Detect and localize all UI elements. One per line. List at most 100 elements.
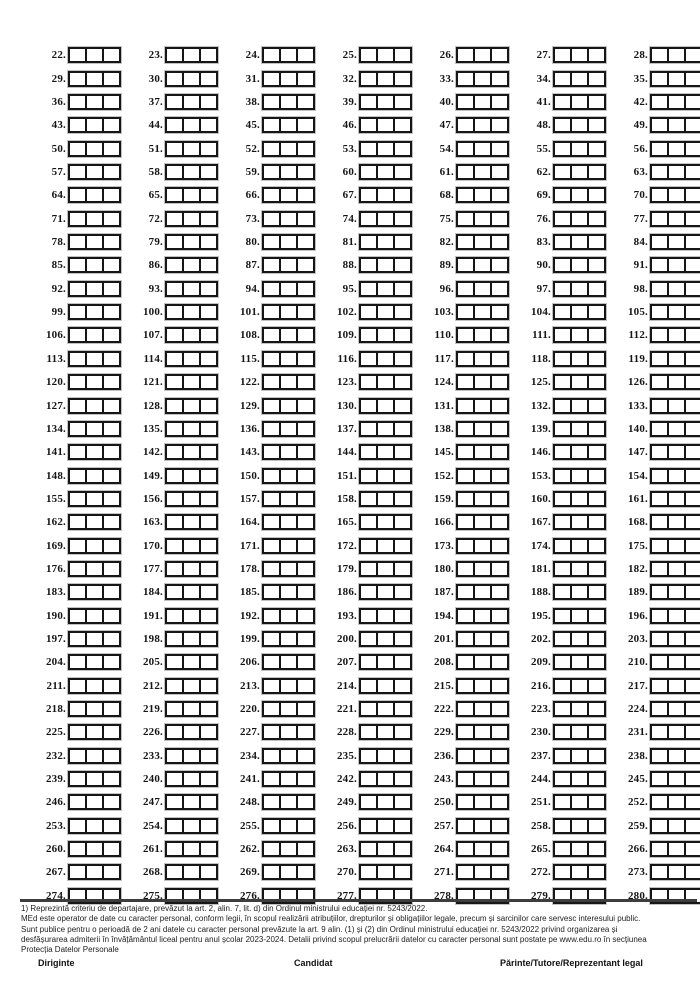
answer-box[interactable] (490, 420, 509, 437)
answer-box[interactable] (199, 327, 218, 344)
answer-boxes[interactable] (650, 514, 700, 531)
answer-boxes[interactable] (165, 47, 218, 64)
answer-box[interactable] (102, 467, 121, 484)
answer-box[interactable] (684, 280, 700, 297)
answer-box[interactable] (393, 94, 412, 111)
answer-box[interactable] (102, 560, 121, 577)
answer-boxes[interactable] (359, 280, 412, 297)
answer-boxes[interactable] (650, 700, 700, 717)
answer-box[interactable] (199, 607, 218, 624)
answer-box[interactable] (393, 234, 412, 251)
answer-boxes[interactable] (165, 234, 218, 251)
answer-box[interactable] (490, 257, 509, 274)
answer-box[interactable] (102, 47, 121, 64)
answer-boxes[interactable] (68, 677, 121, 694)
answer-boxes[interactable] (359, 70, 412, 87)
answer-box[interactable] (684, 490, 700, 507)
answer-box[interactable] (199, 724, 218, 741)
answer-boxes[interactable] (262, 117, 315, 134)
answer-boxes[interactable] (650, 234, 700, 251)
answer-boxes[interactable] (456, 70, 509, 87)
answer-boxes[interactable] (359, 444, 412, 461)
answer-boxes[interactable] (68, 70, 121, 87)
answer-box[interactable] (490, 444, 509, 461)
answer-box[interactable] (684, 70, 700, 87)
answer-box[interactable] (393, 117, 412, 134)
answer-box[interactable] (587, 304, 606, 321)
answer-box[interactable] (684, 397, 700, 414)
answer-box[interactable] (102, 164, 121, 181)
answer-box[interactable] (490, 70, 509, 87)
answer-box[interactable] (684, 584, 700, 601)
answer-boxes[interactable] (650, 724, 700, 741)
answer-box[interactable] (684, 771, 700, 787)
answer-box[interactable] (490, 817, 509, 834)
answer-box[interactable] (587, 164, 606, 181)
answer-boxes[interactable] (262, 234, 315, 251)
answer-boxes[interactable] (359, 187, 412, 204)
answer-box[interactable] (296, 490, 315, 507)
answer-boxes[interactable] (165, 630, 218, 647)
answer-boxes[interactable] (553, 864, 606, 881)
answer-box[interactable] (393, 700, 412, 717)
answer-boxes[interactable] (262, 164, 315, 181)
answer-boxes[interactable] (553, 47, 606, 64)
answer-box[interactable] (587, 140, 606, 157)
answer-boxes[interactable] (553, 397, 606, 414)
answer-box[interactable] (199, 350, 218, 367)
answer-boxes[interactable] (262, 187, 315, 204)
answer-box[interactable] (490, 164, 509, 181)
answer-boxes[interactable] (68, 817, 121, 834)
answer-boxes[interactable] (650, 327, 700, 344)
answer-boxes[interactable] (68, 794, 121, 811)
answer-box[interactable] (490, 514, 509, 531)
answer-box[interactable] (199, 864, 218, 881)
answer-box[interactable] (296, 397, 315, 414)
answer-boxes[interactable] (262, 817, 315, 834)
answer-boxes[interactable] (650, 490, 700, 507)
answer-boxes[interactable] (553, 490, 606, 507)
answer-boxes[interactable] (359, 700, 412, 717)
answer-box[interactable] (102, 584, 121, 601)
answer-boxes[interactable] (68, 514, 121, 531)
answer-box[interactable] (393, 514, 412, 531)
answer-boxes[interactable] (68, 280, 121, 297)
answer-boxes[interactable] (262, 140, 315, 157)
answer-box[interactable] (102, 94, 121, 111)
answer-boxes[interactable] (553, 280, 606, 297)
answer-box[interactable] (296, 677, 315, 694)
answer-box[interactable] (296, 164, 315, 181)
answer-boxes[interactable] (165, 724, 218, 741)
answer-boxes[interactable] (68, 94, 121, 111)
answer-box[interactable] (199, 817, 218, 834)
answer-box[interactable] (393, 817, 412, 834)
answer-box[interactable] (393, 397, 412, 414)
answer-boxes[interactable] (165, 70, 218, 87)
answer-box[interactable] (490, 280, 509, 297)
answer-box[interactable] (490, 607, 509, 624)
answer-box[interactable] (102, 140, 121, 157)
answer-box[interactable] (587, 490, 606, 507)
answer-boxes[interactable] (262, 607, 315, 624)
answer-box[interactable] (587, 444, 606, 461)
answer-boxes[interactable] (456, 514, 509, 531)
answer-box[interactable] (296, 304, 315, 321)
answer-box[interactable] (296, 327, 315, 344)
answer-boxes[interactable] (650, 630, 700, 647)
answer-boxes[interactable] (456, 350, 509, 367)
answer-box[interactable] (587, 117, 606, 134)
answer-boxes[interactable] (359, 327, 412, 344)
answer-boxes[interactable] (359, 304, 412, 321)
answer-box[interactable] (490, 724, 509, 741)
answer-box[interactable] (393, 420, 412, 437)
answer-box[interactable] (296, 467, 315, 484)
answer-boxes[interactable] (359, 397, 412, 414)
answer-box[interactable] (393, 140, 412, 157)
answer-boxes[interactable] (68, 537, 121, 554)
answer-boxes[interactable] (262, 70, 315, 87)
answer-box[interactable] (587, 817, 606, 834)
answer-box[interactable] (199, 630, 218, 647)
answer-boxes[interactable] (650, 444, 700, 461)
answer-box[interactable] (587, 537, 606, 554)
answer-boxes[interactable] (456, 841, 509, 858)
